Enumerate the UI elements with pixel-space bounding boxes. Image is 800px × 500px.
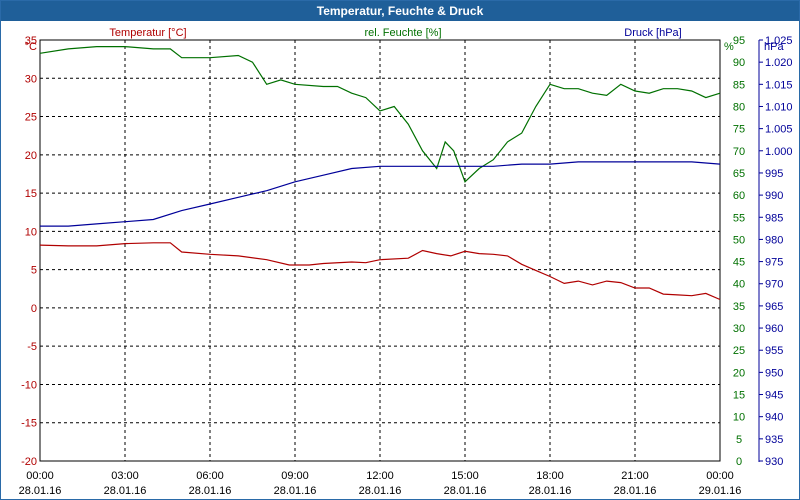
temperature-tick-label: -15	[21, 418, 37, 430]
temperature-unit: °C	[25, 41, 37, 53]
temperature-tick-label: 15	[25, 188, 37, 200]
temperature-tick-label: 0	[31, 303, 37, 315]
humidity-tick-label: 65	[733, 168, 745, 180]
x-tick-time: 21:00	[621, 470, 649, 482]
x-tick-time: 15:00	[451, 470, 479, 482]
humidity-tick-label: 95	[733, 35, 745, 47]
humidity-unit: %	[724, 41, 734, 53]
pressure-tick-label: 1.015	[765, 79, 793, 91]
humidity-tick-label: 15	[733, 390, 745, 402]
x-tick-time: 12:00	[366, 470, 394, 482]
pressure-tick-label: 940	[765, 412, 783, 424]
x-tick-date: 28.01.16	[189, 485, 232, 497]
pressure-tick-label: 990	[765, 190, 783, 202]
axis-labels: Temperatur [°C] rel. Feuchte [%] Druck […	[25, 27, 785, 53]
humidity-tick-label: 10	[733, 412, 745, 424]
x-tick-date: 29.01.16	[699, 485, 742, 497]
pressure-tick-label: 955	[765, 345, 783, 357]
pressure-axis-title: Druck [hPa]	[624, 27, 681, 39]
humidity-tick-label: 40	[733, 279, 745, 291]
pressure-tick-label: 1.000	[765, 146, 793, 158]
x-tick-date: 28.01.16	[19, 485, 62, 497]
humidity-tick-label: 35	[733, 301, 745, 313]
humidity-tick-label: 20	[733, 367, 745, 379]
x-tick-time: 06:00	[196, 470, 224, 482]
pressure-tick-label: 960	[765, 323, 783, 335]
temperature-tick-label: 30	[25, 73, 37, 85]
humidity-tick-label: 25	[733, 345, 745, 357]
humidity-tick-label: 30	[733, 323, 745, 335]
temperature-tick-label: 20	[25, 150, 37, 162]
pressure-tick-label: 970	[765, 279, 783, 291]
pressure-tick-label: 995	[765, 168, 783, 180]
pressure-tick-label: 985	[765, 212, 783, 224]
humidity-tick-label: 80	[733, 101, 745, 113]
x-tick-time: 00:00	[706, 470, 734, 482]
pressure-tick-label: 935	[765, 434, 783, 446]
pressure-unit: hPa	[764, 41, 784, 53]
humidity-series-line	[39, 45, 721, 183]
humidity-tick-label: 45	[733, 257, 745, 269]
humidity-tick-label: 60	[733, 190, 745, 202]
grid	[40, 40, 720, 461]
pressure-tick-label: 945	[765, 390, 783, 402]
x-tick-time: 18:00	[536, 470, 564, 482]
series	[39, 45, 721, 301]
pressure-tick-label: 930	[765, 456, 783, 468]
pressure-tick-label: 975	[765, 257, 783, 269]
humidity-tick-label: 55	[733, 212, 745, 224]
pressure-tick-label: 1.005	[765, 124, 793, 136]
pressure-tick-label: 965	[765, 301, 783, 313]
temperature-series-line	[39, 242, 721, 301]
x-tick-time: 03:00	[111, 470, 139, 482]
x-tick-date: 28.01.16	[614, 485, 657, 497]
pressure-tick-label: 950	[765, 367, 783, 379]
temperature-tick-label: -5	[27, 341, 37, 353]
x-tick-date: 28.01.16	[529, 485, 572, 497]
humidity-tick-label: 5	[736, 434, 742, 446]
pressure-tick-label: 1.020	[765, 57, 793, 69]
pressure-series-line	[40, 161, 721, 227]
chart-title: Temperatur, Feuchte & Druck	[1, 1, 799, 21]
humidity-tick-label: 50	[733, 234, 745, 246]
temperature-tick-label: -10	[21, 379, 37, 391]
x-tick-date: 28.01.16	[274, 485, 317, 497]
humidity-tick-label: 90	[733, 57, 745, 69]
x-tick-date: 28.01.16	[104, 485, 147, 497]
temperature-tick-label: 5	[31, 265, 37, 277]
temperature-axis-title: Temperatur [°C]	[109, 27, 186, 39]
humidity-tick-label: 85	[733, 79, 745, 91]
x-tick-date: 28.01.16	[444, 485, 487, 497]
x-tick-time: 00:00	[26, 470, 54, 482]
pressure-tick-label: 980	[765, 234, 783, 246]
x-tick-time: 09:00	[281, 470, 309, 482]
humidity-axis-title: rel. Feuchte [%]	[364, 27, 441, 39]
pressure-tick-label: 1.025	[765, 35, 793, 47]
x-tick-date: 28.01.16	[359, 485, 402, 497]
temperature-tick-label: -20	[21, 456, 37, 468]
pressure-tick-label: 1.010	[765, 101, 793, 113]
temperature-tick-label: 25	[25, 112, 37, 124]
ticks: 00:00 28.01.16 03:00 28.01.16 06:00 28.01.16 0…	[19, 35, 793, 497]
humidity-tick-label: 75	[733, 124, 745, 136]
humidity-tick-label: 70	[733, 146, 745, 158]
temperature-tick-label: 35	[25, 35, 37, 47]
temperature-tick-label: 10	[25, 226, 37, 238]
humidity-tick-label: 0	[736, 456, 742, 468]
